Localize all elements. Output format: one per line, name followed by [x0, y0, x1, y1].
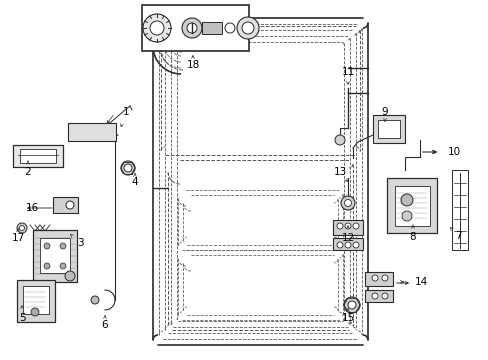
Circle shape [352, 242, 358, 248]
Bar [364, 272, 392, 286]
Circle shape [91, 296, 99, 304]
Bar [33, 230, 77, 282]
Text: 16: 16 [25, 203, 39, 213]
Circle shape [44, 243, 50, 249]
Text: 18: 18 [186, 60, 199, 70]
Circle shape [352, 223, 358, 229]
Bar [20, 149, 56, 163]
Circle shape [20, 225, 24, 230]
Circle shape [334, 135, 345, 145]
Circle shape [31, 308, 39, 316]
Bar [332, 238, 362, 250]
Bar [377, 120, 399, 138]
Circle shape [66, 201, 74, 209]
Text: 12: 12 [341, 233, 354, 243]
Circle shape [343, 297, 359, 313]
Text: 4: 4 [131, 177, 138, 187]
Text: 1: 1 [122, 107, 129, 117]
Bar [394, 186, 429, 226]
Circle shape [340, 196, 354, 210]
Circle shape [381, 293, 387, 299]
Circle shape [400, 194, 412, 206]
Bar [53, 197, 78, 213]
Circle shape [371, 293, 377, 299]
Bar [372, 115, 404, 143]
Circle shape [182, 18, 202, 38]
Circle shape [60, 243, 66, 249]
Bar [364, 290, 392, 302]
Circle shape [336, 242, 342, 248]
Circle shape [65, 271, 75, 281]
Text: 11: 11 [341, 67, 354, 77]
Text: 13: 13 [333, 167, 346, 177]
Text: 8: 8 [409, 232, 415, 242]
Circle shape [44, 263, 50, 269]
Circle shape [347, 301, 355, 309]
Circle shape [60, 263, 66, 269]
Text: 14: 14 [414, 277, 427, 287]
Text: 10: 10 [447, 147, 460, 157]
Circle shape [371, 275, 377, 281]
Text: 15: 15 [341, 313, 354, 323]
Circle shape [401, 211, 411, 221]
Circle shape [345, 223, 350, 229]
Bar [202, 22, 222, 34]
Bar [68, 123, 116, 141]
Bar [23, 286, 49, 314]
Text: 2: 2 [24, 167, 31, 177]
Bar [451, 170, 467, 250]
Circle shape [121, 161, 135, 175]
Circle shape [336, 223, 342, 229]
Text: 17: 17 [11, 233, 24, 243]
Circle shape [381, 275, 387, 281]
Circle shape [344, 199, 351, 207]
Circle shape [142, 14, 171, 42]
Bar [332, 220, 362, 235]
Text: 9: 9 [381, 107, 387, 117]
Text: 3: 3 [77, 238, 83, 248]
Text: 6: 6 [102, 320, 108, 330]
Circle shape [345, 242, 350, 248]
Text: 5: 5 [19, 313, 25, 323]
Circle shape [242, 22, 253, 34]
Bar [142, 5, 248, 51]
Circle shape [150, 21, 163, 35]
Circle shape [186, 23, 197, 33]
Text: 7: 7 [454, 231, 460, 241]
Circle shape [237, 17, 259, 39]
Bar [13, 145, 63, 167]
Circle shape [224, 23, 235, 33]
Bar [17, 280, 55, 322]
Circle shape [17, 223, 27, 233]
Bar [40, 238, 70, 273]
Bar [386, 178, 436, 233]
Circle shape [124, 164, 132, 172]
